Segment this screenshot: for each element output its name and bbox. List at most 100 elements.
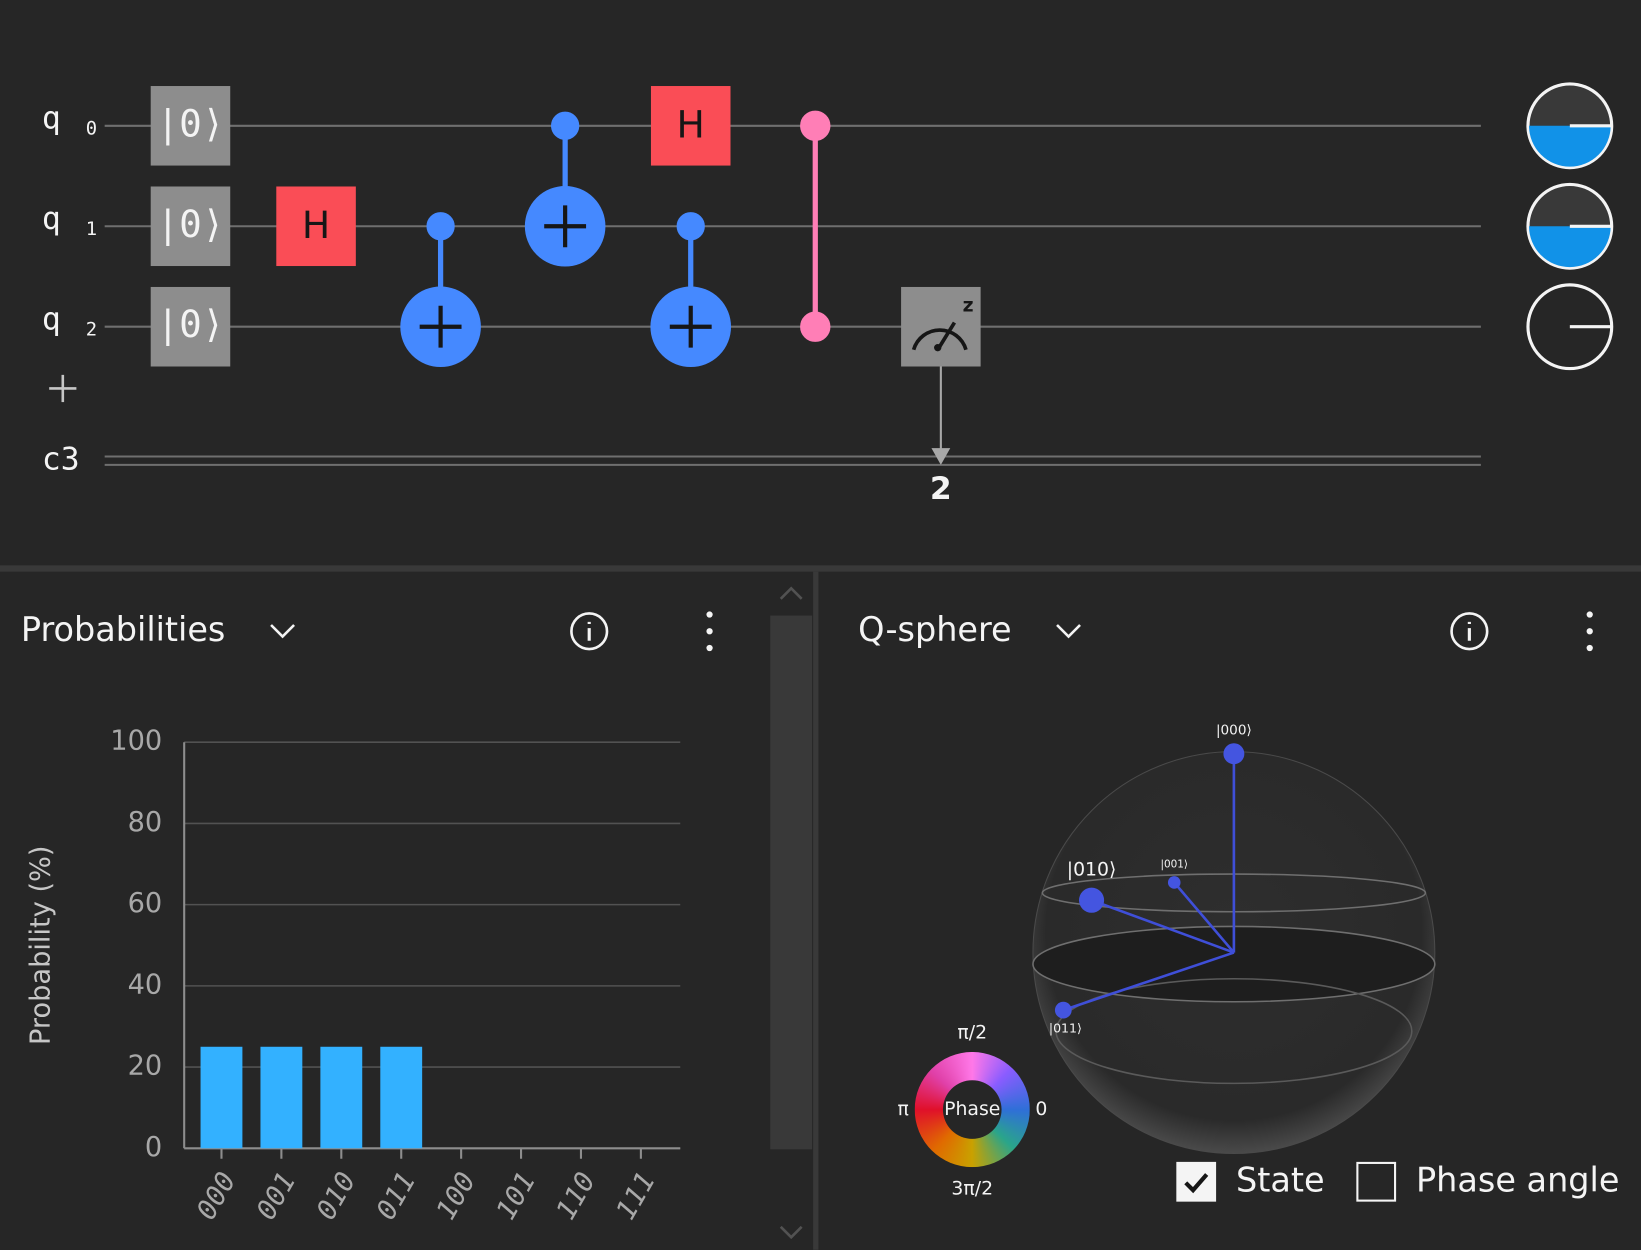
qubit-name: q — [42, 101, 61, 137]
dot[interactable] — [1586, 611, 1593, 618]
dropdown[interactable] — [1056, 624, 1081, 639]
menu-button[interactable] — [1586, 611, 1593, 652]
latitude — [1055, 977, 1413, 1085]
qubit-name: q — [42, 201, 61, 237]
checkbox-label[interactable]: State — [1236, 1160, 1325, 1199]
meter-dot — [934, 343, 942, 352]
control — [551, 111, 580, 140]
phase-left: π — [898, 1099, 909, 1120]
control — [800, 110, 831, 141]
measure-gate[interactable] — [901, 286, 981, 367]
qubit-index: 0 — [86, 118, 97, 139]
dot[interactable] — [706, 611, 713, 618]
y-tick-label: 80 — [128, 807, 163, 838]
init-gate[interactable] — [150, 186, 231, 267]
scroll-down[interactable] — [779, 1225, 803, 1240]
state-node — [1167, 876, 1181, 889]
init-gate[interactable] — [150, 86, 231, 166]
options: State Phase angle — [1176, 1160, 1619, 1202]
y-tick-label: 60 — [128, 888, 163, 919]
measure-bit: 2 — [930, 471, 952, 507]
checkbox[interactable] — [1176, 1161, 1217, 1202]
checkbox[interactable] — [1356, 1161, 1397, 1202]
y-tick-label: 20 — [128, 1051, 163, 1082]
state-label: |010⟩ — [1067, 859, 1117, 880]
y-tick-label: 100 — [110, 726, 162, 757]
divider — [0, 565, 1641, 572]
add-register[interactable] — [49, 374, 77, 403]
state-label: |011⟩ — [1049, 1020, 1082, 1036]
state-vectors — [1062, 753, 1236, 1012]
h-gate[interactable] — [276, 186, 356, 267]
divider — [813, 571, 819, 1250]
state-node — [1054, 1001, 1072, 1019]
meter-icon — [911, 321, 968, 351]
state-vector — [1062, 951, 1235, 1012]
init-label: |0⟩ — [156, 302, 224, 347]
y-tick-label: 0 — [145, 1132, 162, 1163]
qubit-states — [1526, 82, 1614, 371]
y-tick-label: 40 — [128, 969, 163, 1000]
dot[interactable] — [1586, 628, 1593, 635]
h-label: H — [302, 203, 330, 247]
bar — [260, 1046, 303, 1149]
qubit-index: 1 — [86, 219, 97, 240]
state-node — [1078, 887, 1105, 913]
h-label: H — [677, 102, 705, 146]
checkbox-label[interactable]: Phase angle — [1416, 1160, 1619, 1199]
cnot-gate[interactable] — [400, 111, 732, 368]
h-gate[interactable] — [650, 86, 731, 166]
checkmark — [1184, 1173, 1209, 1194]
panel-title: Probabilities — [21, 610, 225, 649]
measure-arrow — [931, 448, 951, 465]
cz-gate[interactable] — [800, 110, 831, 342]
phase-center: Phase — [944, 1099, 1000, 1120]
bar — [380, 1046, 423, 1149]
phase-top: π/2 — [957, 1023, 987, 1044]
indicator-fill — [1529, 125, 1611, 167]
info-button[interactable] — [570, 612, 609, 651]
control — [426, 212, 455, 241]
scroll-up[interactable] — [779, 586, 803, 600]
qubit-index: 2 — [86, 319, 97, 340]
state-label: |000⟩ — [1216, 723, 1252, 739]
target-plus — [669, 305, 712, 348]
qubit-name: q — [42, 301, 61, 337]
phase-wheel — [914, 1051, 1030, 1168]
phase-hole — [942, 1080, 1002, 1139]
phase-right: 0 — [1035, 1099, 1047, 1120]
scrollbar[interactable] — [770, 615, 813, 1150]
circuit: q 0 q 1 q 2 c3 |0⟩ |0⟩ |0⟩ H H — [42, 82, 1614, 507]
bar — [200, 1046, 243, 1149]
phase-bottom: 3π/2 — [951, 1179, 993, 1200]
control — [800, 311, 831, 342]
indicator-fill — [1529, 226, 1611, 268]
y-axis-label: Probability (%) — [25, 845, 56, 1045]
measure-basis: z — [963, 295, 974, 316]
control — [676, 212, 705, 241]
target-plus — [544, 205, 587, 248]
state-vector — [1091, 899, 1235, 954]
init-label: |0⟩ — [156, 101, 224, 146]
dot[interactable] — [1586, 644, 1593, 652]
init-gate[interactable] — [150, 286, 231, 367]
dot[interactable] — [706, 644, 713, 652]
state-node — [1223, 743, 1245, 765]
bar — [320, 1046, 363, 1149]
target-plus — [419, 305, 462, 348]
qsphere-panel: Q-sphere |000⟩ |010⟩ |001⟩ |011⟩ — [858, 610, 1619, 1202]
init-label: |0⟩ — [156, 202, 224, 247]
state-vector — [1173, 881, 1235, 954]
phase-ring — [914, 1051, 1030, 1168]
panel-title: Q-sphere — [858, 610, 1011, 649]
info-button[interactable] — [1450, 612, 1489, 651]
probabilities-panel: Probabilities Probability (%) 0 20 40 60 80 1… — [21, 586, 813, 1240]
dot[interactable] — [706, 628, 713, 635]
state-label: |001⟩ — [1160, 859, 1188, 871]
menu-button[interactable] — [706, 611, 713, 652]
creg-name: c3 — [42, 442, 80, 478]
dropdown[interactable] — [270, 624, 296, 639]
state-nodes — [1054, 743, 1245, 1019]
